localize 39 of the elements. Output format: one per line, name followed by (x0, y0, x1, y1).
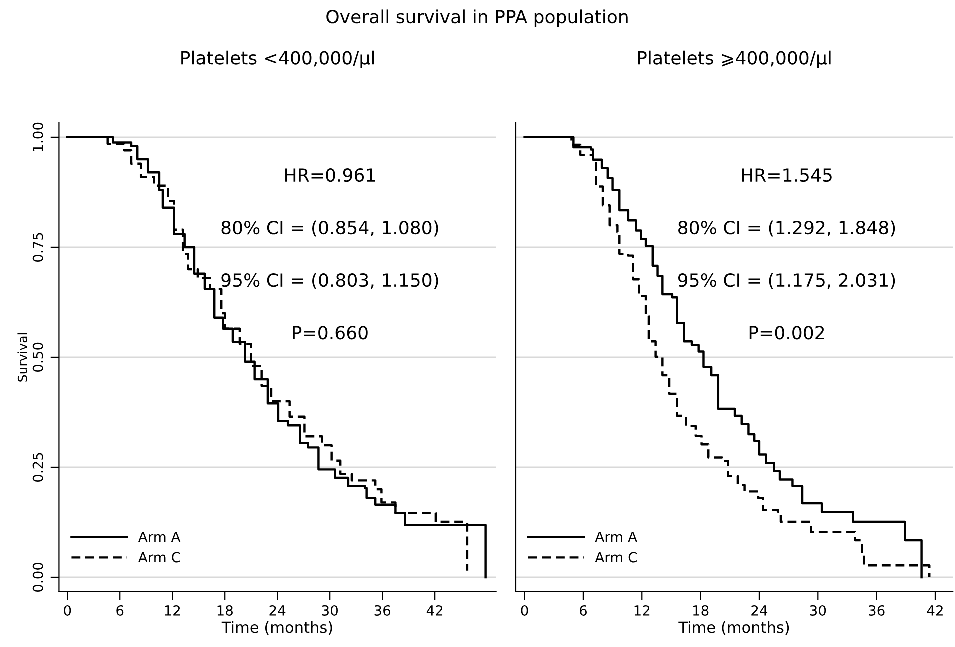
y-tick-label: 0.50 (32, 342, 44, 372)
legend-label: Arm C (595, 552, 638, 563)
x-tick-label: 12 (634, 605, 650, 616)
chart-subtitle: Platelets ⩾400,000/μl (638, 50, 831, 68)
y-tick-label: 0.25 (32, 453, 44, 482)
y-tick-label: 0.00 (32, 562, 44, 592)
x-tick-label: 36 (869, 605, 885, 616)
x-tick-label: 30 (322, 605, 338, 616)
x-tick-label: 18 (693, 605, 709, 616)
x-tick-label: 6 (116, 605, 124, 616)
legend-label: Arm A (595, 532, 638, 542)
annotation: 95% CI = (1.175, 2.031) (678, 273, 896, 290)
annotation: 95% CI = (0.803, 1.150) (222, 273, 438, 290)
x-tick-label: 0 (64, 605, 72, 616)
x-tick-label: 42 (927, 605, 943, 616)
annotation: P=0.002 (750, 326, 824, 340)
x-tick-label: 12 (165, 605, 180, 616)
y-tick-label: 1.00 (32, 122, 44, 152)
y-tick-label: 0.75 (32, 233, 44, 262)
annotation: HR=0.961 (286, 168, 376, 182)
x-tick-label: 6 (580, 605, 587, 616)
x-tick-label: 30 (810, 605, 826, 616)
chart-title: Overall survival in PPA population (326, 10, 628, 28)
x-tick-label: 0 (521, 605, 528, 616)
x-axis-title: Time (months) (678, 621, 790, 636)
x-axis-title: Time (months) (222, 621, 332, 636)
x-tick-label: 24 (270, 605, 286, 616)
legend-label: Arm A (138, 532, 181, 542)
legend-label: Arm C (138, 552, 180, 563)
x-tick-label: 24 (752, 605, 768, 616)
annotation: 80% CI = (0.854, 1.080) (222, 220, 438, 237)
annotation: 80% CI = (1.292, 1.848) (678, 220, 896, 237)
y-axis-title: Survival (18, 333, 28, 382)
annotation: HR=1.545 (742, 168, 832, 182)
chart-subtitle: Platelets <400,000/μl (182, 50, 374, 68)
annotation: P=0.660 (293, 326, 368, 340)
x-tick-label: 18 (218, 605, 233, 616)
x-tick-label: 36 (374, 605, 391, 616)
x-tick-label: 42 (426, 605, 443, 616)
